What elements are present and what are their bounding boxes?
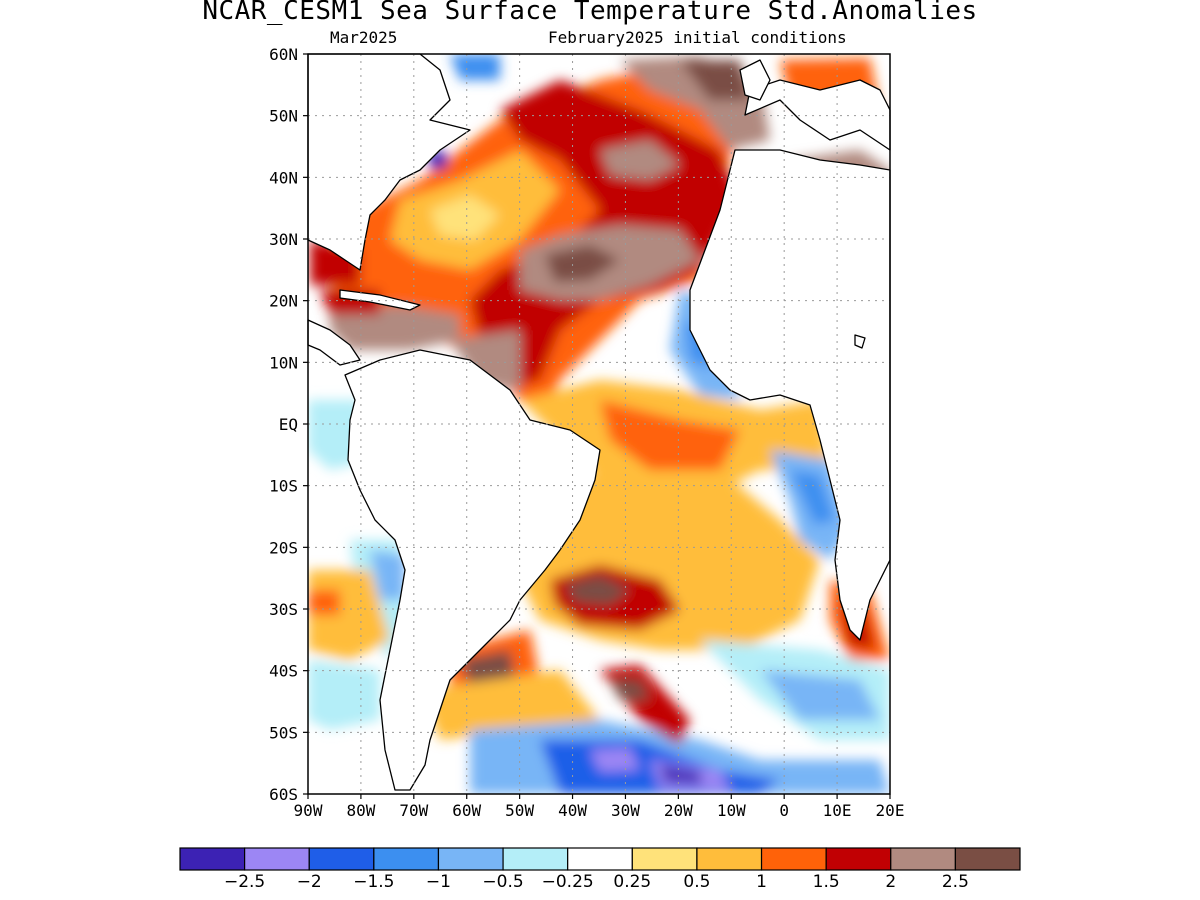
lat-tick-label: 10N xyxy=(269,353,298,372)
south-america-landmass xyxy=(344,349,601,791)
lon-tick-label: 60W xyxy=(452,801,481,820)
lat-tick-label: 50N xyxy=(269,107,298,126)
lat-tick-label: 40N xyxy=(269,168,298,187)
lon-tick-label: 10W xyxy=(717,801,746,820)
lon-tick-label: 0 xyxy=(779,801,789,820)
lat-tick-label: 40S xyxy=(269,662,298,681)
colorbar-label: −0.5 xyxy=(482,872,523,892)
colorbar-swatch xyxy=(179,847,246,871)
lat-tick-label: 10S xyxy=(269,477,298,496)
colorbar-swatch xyxy=(825,847,892,871)
lat-tick-label: 20N xyxy=(269,292,298,311)
madagascar-hint xyxy=(854,334,866,349)
colorbar-swatch xyxy=(890,847,956,871)
british-isles xyxy=(739,59,771,101)
lon-tick-label: 50W xyxy=(505,801,534,820)
colorbar-swatch xyxy=(567,847,633,871)
colorbar-swatch xyxy=(631,847,698,871)
colorbar-label: 1 xyxy=(756,872,767,892)
lon-tick-label: 90W xyxy=(294,801,323,820)
valid-month-label: Mar2025 xyxy=(330,28,398,47)
lat-tick-label: 50S xyxy=(269,723,298,742)
colorbar-swatch xyxy=(760,847,827,871)
colorbar: −2.5 −2 −1.5 −1 −0.5 −0.25 0.25 0.5 1 1.5 2 2.5 xyxy=(179,847,1021,892)
colorbar-label: 2.5 xyxy=(942,872,969,892)
colorbar-label: 1.5 xyxy=(813,872,840,892)
colorbar-label: −1 xyxy=(426,872,451,892)
north-america-landmass xyxy=(307,53,471,271)
lon-tick-label: 30W xyxy=(611,801,640,820)
land-masses xyxy=(307,53,891,791)
colorbar-label: 2 xyxy=(885,872,896,892)
lon-tick-label: 80W xyxy=(346,801,375,820)
lon-tick-label: 20E xyxy=(876,801,905,820)
colorbar-swatch xyxy=(502,847,569,871)
lon-tick-label: 10E xyxy=(823,801,852,820)
latitude-axis: 60N 50N 40N 30N 20N 10N EQ 10S 20S 30S 40S 50S 60S xyxy=(269,45,308,804)
lat-tick-label: 60S xyxy=(269,785,298,804)
colorbar-label: −2.5 xyxy=(224,872,265,892)
colorbar-label: −0.25 xyxy=(542,872,594,892)
lon-tick-label: 40W xyxy=(558,801,587,820)
colorbar-swatch xyxy=(437,847,504,871)
lat-tick-label: EQ xyxy=(279,415,298,434)
lat-tick-label: 30S xyxy=(269,600,298,619)
colorbar-label: −1.5 xyxy=(353,872,394,892)
colorbar-swatch xyxy=(244,847,310,871)
lon-tick-label: 20W xyxy=(664,801,693,820)
colorbar-label: −2 xyxy=(297,872,322,892)
colorbar-swatch xyxy=(308,847,375,871)
colorbar-swatch xyxy=(696,847,763,871)
longitude-axis: 90W 80W 70W 60W 50W 40W 30W 20W 10W 0 10E 20E xyxy=(294,794,905,820)
colorbar-label: 0.5 xyxy=(683,872,710,892)
lon-tick-label: 70W xyxy=(399,801,428,820)
init-conditions-label: February2025 initial conditions xyxy=(548,28,847,47)
lat-tick-label: 60N xyxy=(269,45,298,64)
colorbar-swatch xyxy=(954,847,1021,871)
map-title: NCAR_CESM1 Sea Surface Temperature Std.A… xyxy=(202,0,978,26)
lat-tick-label: 30N xyxy=(269,230,298,249)
africa-landmass xyxy=(689,149,891,641)
graticule xyxy=(308,54,890,794)
colorbar-label: 0.25 xyxy=(613,872,651,892)
colorbar-swatch xyxy=(373,847,440,871)
caribbean-islands xyxy=(339,289,421,311)
lat-tick-label: 20S xyxy=(269,538,298,557)
